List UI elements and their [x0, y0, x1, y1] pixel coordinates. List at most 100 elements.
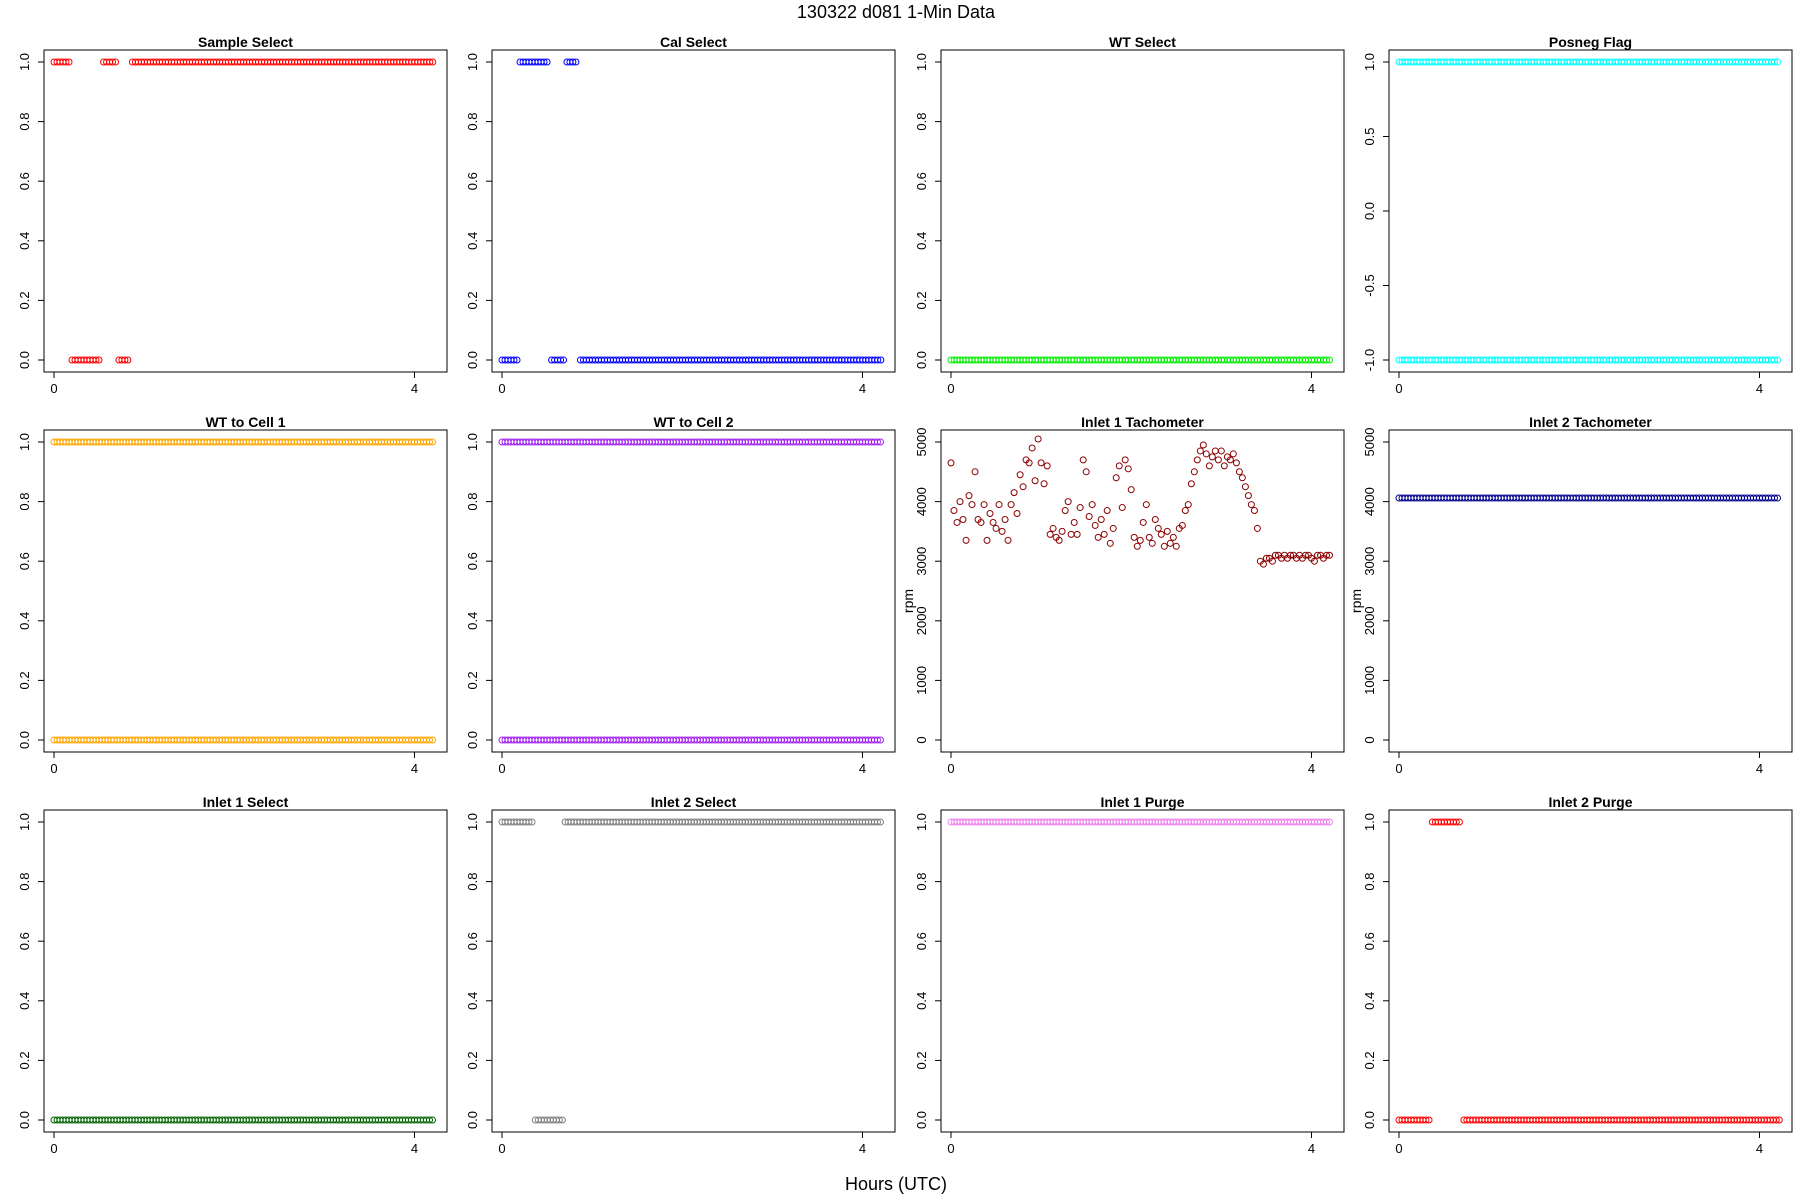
y-tick-label: 0.6	[465, 932, 480, 950]
data-point	[873, 438, 881, 446]
data-point	[1037, 459, 1045, 467]
y-tick-label: 0.8	[465, 493, 480, 511]
data-point	[1244, 492, 1252, 500]
data-point	[1455, 818, 1463, 826]
y-tick-label: 3000	[1362, 547, 1377, 576]
figure-title: 130322 d081 1-Min Data	[797, 2, 996, 22]
data-point	[1190, 468, 1198, 476]
data-point	[977, 518, 985, 526]
y-tick-label: 0.6	[914, 172, 929, 190]
y-tick-label: 0.8	[914, 873, 929, 891]
data-point	[1061, 507, 1069, 515]
data-point	[986, 510, 994, 518]
data-point	[876, 736, 884, 744]
y-tick-label: 0.2	[914, 291, 929, 309]
y-tick-label: 1.0	[17, 433, 32, 451]
y-tick-label: 0.0	[17, 731, 32, 749]
data-point	[428, 1116, 436, 1124]
data-point	[1226, 456, 1234, 464]
y-tick-label: 0.8	[17, 493, 32, 511]
panel-title: Inlet 2 Select	[651, 794, 737, 810]
panel-10: Inlet 2 Select 0 4 0.0 0.2 0.4 0.6 0.8 1.0	[465, 794, 896, 1156]
x-tick-label: 4	[859, 381, 866, 396]
data-point	[95, 356, 103, 364]
data-point	[980, 501, 988, 509]
data-point	[1323, 551, 1331, 559]
y-tick-label: 0.0	[465, 351, 480, 369]
data-point	[1046, 530, 1054, 538]
y-tick-label: 0	[914, 736, 929, 743]
panel-7: Inlet 1 Tachometer 0 4 0 1000 2000 3000 4000 500…	[900, 414, 1345, 776]
data-point	[1013, 510, 1021, 518]
data-point	[1314, 551, 1322, 559]
y-tick-label: 0.2	[17, 291, 32, 309]
data-point	[1199, 441, 1207, 449]
data-point	[109, 58, 117, 66]
series-points	[947, 818, 1333, 826]
y-tick-label: 1.0	[914, 813, 929, 831]
series-points	[1395, 58, 1781, 364]
data-point	[965, 492, 973, 500]
data-point	[1151, 515, 1159, 523]
y-axis-label: rpm	[900, 589, 916, 613]
data-point	[1001, 515, 1009, 523]
panel-title: Posneg Flag	[1549, 34, 1632, 50]
series-points	[498, 818, 884, 1124]
data-point	[1097, 515, 1105, 523]
y-tick-label: 0.0	[914, 351, 929, 369]
x-tick-label: 4	[411, 1141, 418, 1156]
y-tick-label: 1.0	[1362, 53, 1377, 71]
data-point	[121, 356, 129, 364]
data-point	[1115, 462, 1123, 470]
data-point	[874, 356, 882, 364]
plot-frame	[1388, 49, 1793, 373]
data-point	[1325, 356, 1333, 364]
figure-xlabel: Hours (UTC)	[845, 1174, 947, 1194]
y-tick-label: 5000	[1362, 428, 1377, 457]
data-point	[1145, 533, 1153, 541]
y-tick-label: 0.0	[1362, 1111, 1377, 1129]
y-tick-label: 1.0	[1362, 813, 1377, 831]
y-tick-label: 0.4	[914, 232, 929, 250]
y-tick-label: 4000	[1362, 487, 1377, 516]
data-point	[1073, 530, 1081, 538]
data-point	[1010, 489, 1018, 497]
y-tick-label: 0.2	[17, 671, 32, 689]
y-tick-label: 1000	[914, 666, 929, 695]
data-point	[65, 58, 73, 66]
y-tick-label: 0.4	[1362, 992, 1377, 1010]
series-points	[498, 58, 885, 364]
data-point	[1422, 1116, 1430, 1124]
data-point	[950, 507, 958, 515]
data-point	[1217, 447, 1225, 455]
y-tick-label: 0.2	[465, 671, 480, 689]
data-point	[1322, 818, 1330, 826]
y-tick-label: 0.6	[17, 932, 32, 950]
plot-frame	[43, 809, 448, 1133]
data-point	[428, 438, 436, 446]
data-point	[1034, 435, 1042, 443]
data-point	[956, 498, 964, 506]
data-point	[543, 58, 551, 66]
data-point	[1121, 456, 1129, 464]
x-tick-label: 0	[498, 381, 505, 396]
y-tick-label: 0.6	[465, 172, 480, 190]
data-point	[983, 536, 991, 544]
data-point	[1193, 456, 1201, 464]
data-point	[873, 736, 881, 744]
panel-title: WT Select	[1109, 34, 1176, 50]
data-point	[1031, 477, 1039, 485]
data-point	[1055, 536, 1063, 544]
data-point	[1250, 507, 1258, 515]
series-points	[947, 435, 1333, 568]
x-tick-label: 4	[859, 761, 866, 776]
data-point	[1773, 494, 1781, 502]
y-tick-label: 0.4	[17, 992, 32, 1010]
data-point	[953, 518, 961, 526]
panel-3: WT Select 0 4 0.0 0.2 0.4 0.6 0.8 1.0	[914, 34, 1345, 396]
x-tick-label: 0	[498, 1141, 505, 1156]
data-point	[992, 524, 1000, 532]
data-point	[1157, 530, 1165, 538]
